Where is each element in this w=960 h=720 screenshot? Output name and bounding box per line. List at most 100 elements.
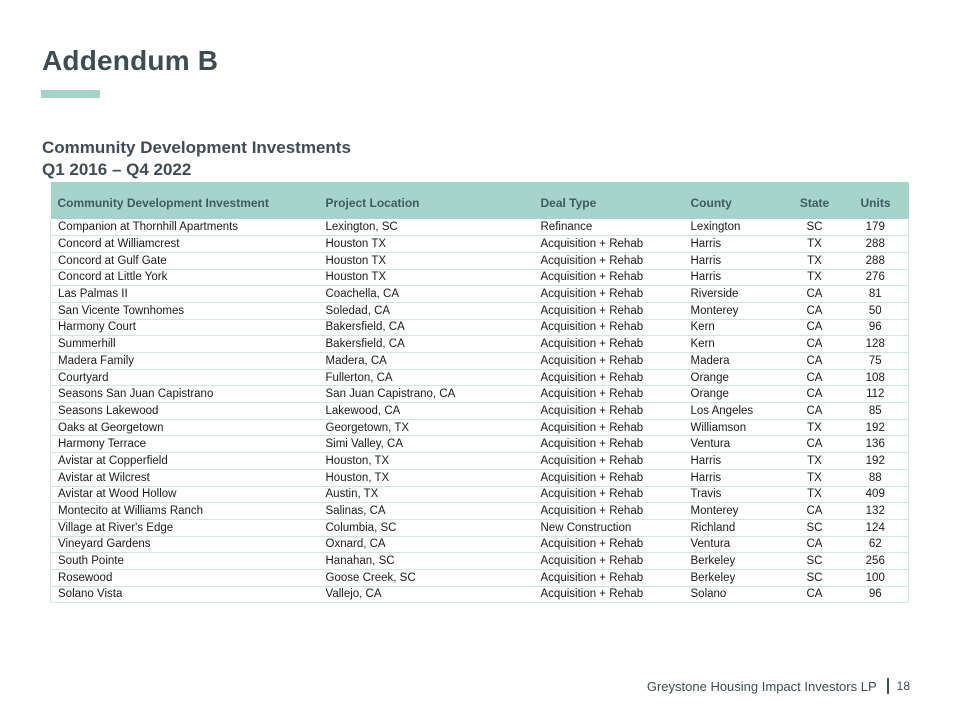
table-cell: 409: [842, 486, 909, 504]
table-cell: Ventura: [683, 435, 787, 454]
table-cell: Austin, TX: [318, 486, 534, 504]
table-row: Concord at Gulf Gate Houston TX Acquisitio…: [50, 252, 909, 270]
title-accent-bar: [41, 90, 100, 98]
table-cell: 128: [842, 335, 909, 353]
table-cell: 192: [842, 452, 909, 470]
table-cell: Harris: [683, 252, 787, 270]
table-cell: Travis: [683, 486, 787, 504]
table-cell: Acquisition + Rehab: [533, 369, 684, 387]
table-cell: San Juan Capistrano, CA: [318, 385, 534, 404]
table-row: Solano Vista Vallejo, CA Acquisition + Reh…: [50, 586, 909, 604]
column-header-state: State: [786, 182, 843, 219]
table-cell: SC: [786, 219, 843, 237]
table-cell: Acquisition + Rehab: [533, 335, 684, 353]
table-cell: SC: [786, 519, 843, 537]
table-header-row: Community Development Investment Project …: [50, 182, 909, 219]
table-cell: Acquisition + Rehab: [533, 252, 684, 270]
table-cell: Berkeley: [683, 552, 787, 570]
table-cell: Columbia, SC: [318, 519, 534, 537]
table-row: Summerhill Bakersfield, CA Acquisition + R…: [50, 335, 909, 353]
table-cell: Concord at Williamcrest: [50, 235, 319, 253]
table-cell: Concord at Little York: [50, 269, 319, 287]
table-cell: CA: [786, 335, 843, 353]
table-row: Avistar at Copperfield Houston, TX Acquisi…: [50, 452, 909, 470]
table-cell: Los Angeles: [683, 402, 787, 420]
table-row: South Pointe Hanahan, SC Acquisition + Reh…: [50, 552, 909, 570]
table-cell: Hanahan, SC: [318, 552, 534, 570]
table-cell: Kern: [683, 335, 787, 353]
table-cell: 50: [842, 302, 909, 320]
table-row: San Vicente Townhomes Soledad, CA Acquisit…: [50, 302, 909, 320]
table-cell: 136: [842, 435, 909, 454]
table-cell: Avistar at Copperfield: [50, 452, 319, 470]
table-cell: 112: [842, 385, 909, 404]
table-row: Madera Family Madera, CA Acquisition + Reh…: [50, 352, 909, 370]
column-header-county: County: [683, 182, 787, 219]
table-cell: Avistar at Wood Hollow: [50, 486, 319, 504]
table-cell: Acquisition + Rehab: [533, 269, 684, 287]
table-cell: Vallejo, CA: [318, 586, 534, 604]
table-cell: 96: [842, 319, 909, 337]
footer-page-number: 18: [896, 679, 910, 693]
table-title: Community Development Investments Q1 201…: [42, 137, 351, 181]
table-row: Oaks at Georgetown Georgetown, TX Acquisit…: [50, 419, 909, 437]
table-cell: Houston, TX: [318, 469, 534, 487]
table-row: Courtyard Fullerton, CA Acquisition + Reha…: [50, 369, 909, 387]
table-cell: TX: [786, 469, 843, 487]
table-cell: Harmony Court: [50, 319, 319, 337]
table-cell: Berkeley: [683, 569, 787, 587]
page-title: Addendum B: [42, 45, 219, 76]
table-cell: Harris: [683, 235, 787, 253]
table-cell: Soledad, CA: [318, 302, 534, 320]
table-cell: SC: [786, 552, 843, 570]
table-row: Concord at Williamcrest Houston TX Acquisi…: [50, 235, 909, 253]
table-cell: Seasons San Juan Capistrano: [50, 385, 319, 404]
table-row: Seasons Lakewood Lakewood, CA Acquisition …: [50, 402, 909, 420]
table-cell: Harris: [683, 269, 787, 287]
table-cell: Acquisition + Rehab: [533, 235, 684, 253]
table-cell: 62: [842, 536, 909, 554]
table-cell: SC: [786, 569, 843, 587]
table-cell: CA: [786, 402, 843, 420]
table-cell: CA: [786, 285, 843, 303]
table-cell: New Construction: [533, 519, 684, 537]
table-cell: 75: [842, 352, 909, 370]
table-row: Seasons San Juan Capistrano San Juan Capi…: [50, 385, 909, 404]
table-row: Concord at Little York Houston TX Acquisit…: [50, 269, 909, 287]
table-cell: TX: [786, 269, 843, 287]
table-cell: Acquisition + Rehab: [533, 285, 684, 303]
footer-divider: [886, 678, 889, 694]
table-cell: San Vicente Townhomes: [50, 302, 319, 320]
table-cell: Madera, CA: [318, 352, 534, 370]
table-cell: Ventura: [683, 536, 787, 554]
table-cell: 288: [842, 235, 909, 253]
table-cell: CA: [786, 586, 843, 604]
table-cell: 88: [842, 469, 909, 487]
table-cell: Houston, TX: [318, 452, 534, 470]
table-row: Companion at Thornhill Apartments Lexingt…: [50, 219, 909, 237]
table-cell: Acquisition + Rehab: [533, 486, 684, 504]
table-cell: Harris: [683, 452, 787, 470]
investments-table: Community Development Investment Project …: [50, 182, 909, 604]
table-cell: 192: [842, 419, 909, 437]
column-header-units: Units: [842, 182, 909, 219]
table-cell: Acquisition + Rehab: [533, 552, 684, 570]
table-cell: Las Palmas II: [50, 285, 319, 303]
table-row: Harmony Court Bakersfield, CA Acquisition …: [50, 319, 909, 337]
table-cell: Acquisition + Rehab: [533, 586, 684, 604]
table-cell: Oxnard, CA: [318, 536, 534, 554]
table-cell: TX: [786, 235, 843, 253]
table-cell: Acquisition + Rehab: [533, 469, 684, 487]
table-row: Montecito at Williams Ranch Salinas, CA Ac…: [50, 502, 909, 520]
table-cell: Acquisition + Rehab: [533, 419, 684, 437]
table-cell: Richland: [683, 519, 787, 537]
table-row: Village at River's Edge Columbia, SC New C…: [50, 519, 909, 537]
table-cell: TX: [786, 419, 843, 437]
table-cell: Courtyard: [50, 369, 319, 387]
table-cell: TX: [786, 252, 843, 270]
table-cell: Madera Family: [50, 352, 319, 370]
table-cell: CA: [786, 536, 843, 554]
table-cell: TX: [786, 452, 843, 470]
table-cell: CA: [786, 319, 843, 337]
table-cell: 96: [842, 586, 909, 604]
